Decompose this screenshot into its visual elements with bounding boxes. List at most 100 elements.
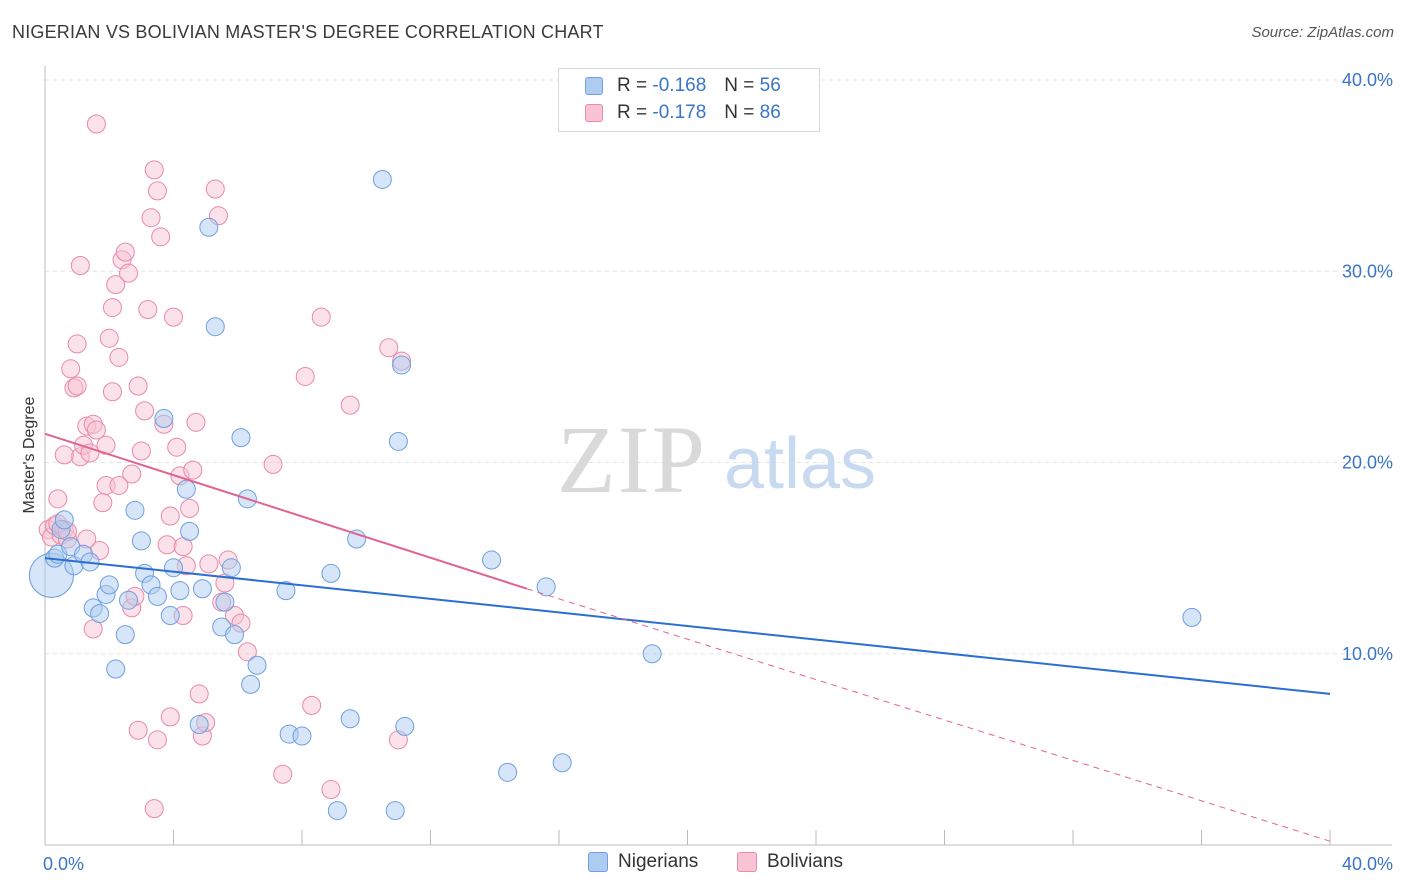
data-point-bolivian	[273, 764, 293, 784]
bottom-legend-nigerians[interactable]: Nigerians	[588, 851, 698, 873]
data-point-bolivian	[141, 208, 161, 228]
legend-r-value-nigerians: -0.168	[652, 75, 707, 96]
data-point-nigerian	[125, 500, 145, 520]
data-point-nigerian	[327, 801, 347, 821]
data-point-nigerian	[205, 317, 225, 337]
data-point-nigerian	[225, 625, 245, 645]
data-point-bolivian	[164, 307, 183, 327]
data-point-bolivian	[144, 799, 164, 819]
data-point-bolivian	[119, 263, 139, 283]
data-point-bolivian	[93, 493, 113, 513]
data-point-bolivian	[167, 437, 187, 457]
bottom-legend-swatch-nigerians	[588, 852, 608, 872]
correlation-legend: R = -0.168 N = 56 R = -0.178 N = 86	[558, 68, 820, 132]
data-point-bolivian	[61, 359, 81, 379]
data-point-nigerian	[321, 563, 341, 583]
trend-lines	[44, 432, 1331, 842]
source-credit: Source: ZipAtlas.com	[1251, 24, 1394, 41]
watermark: ZIP atlas	[557, 406, 876, 513]
data-point-nigerian	[106, 659, 126, 679]
data-point-bolivian	[128, 720, 148, 740]
data-point-bolivian	[189, 684, 209, 704]
watermark-atlas: atlas	[724, 424, 876, 504]
data-point-nigerian	[199, 217, 219, 237]
data-point-bolivian	[67, 376, 87, 396]
data-point-bolivian	[102, 382, 122, 402]
data-point-nigerian	[385, 801, 405, 821]
data-point-nigerian	[170, 581, 190, 601]
bottom-legend-bolivians[interactable]: Bolivians	[737, 851, 843, 873]
data-point-bolivian	[67, 334, 87, 354]
data-point-bolivian	[86, 420, 106, 440]
data-point-bolivian	[340, 395, 360, 415]
data-point-nigerian	[388, 431, 408, 451]
y-tick-labels: 10.0% 20.0% 30.0% 40.0%	[1342, 70, 1393, 664]
legend-n-label: N =	[724, 75, 755, 96]
axes	[44, 66, 1392, 846]
trend-line-bolivians	[44, 432, 528, 590]
data-point-bolivian	[186, 412, 206, 432]
data-point-bolivian	[157, 535, 177, 555]
data-point-nigerian	[147, 586, 167, 606]
data-point-bolivian	[144, 160, 164, 180]
gridlines	[45, 79, 1392, 655]
x-tick-label-max: 40.0%	[1342, 854, 1393, 874]
y-tick-label: 20.0%	[1342, 453, 1393, 473]
data-point-nigerian	[552, 753, 572, 773]
data-point-nigerian	[1182, 607, 1202, 627]
data-point-bolivian	[109, 475, 129, 495]
legend-n-value-bolivians: 86	[759, 102, 781, 123]
points-nigerians	[28, 169, 1202, 821]
data-point-bolivian	[86, 114, 106, 134]
data-point-bolivian	[80, 443, 100, 463]
x-tick-label-min: 0.0%	[43, 854, 84, 874]
data-point-bolivian	[106, 275, 126, 295]
data-point-nigerian	[395, 716, 415, 736]
legend-swatch-nigerians	[585, 77, 603, 95]
data-point-nigerian	[164, 558, 183, 578]
data-point-bolivian	[183, 460, 203, 480]
data-point-nigerian	[392, 355, 412, 375]
data-point-bolivian	[295, 366, 315, 386]
data-point-nigerian	[231, 428, 251, 448]
data-point-nigerian	[99, 575, 119, 595]
data-point-nigerian	[221, 558, 241, 578]
trend-line-bolivians-extension	[526, 588, 1331, 842]
data-point-bolivian	[48, 489, 68, 509]
data-point-nigerian	[247, 655, 267, 675]
trend-line-nigerians	[44, 557, 1331, 695]
data-point-nigerian	[115, 625, 135, 645]
data-point-bolivian	[311, 307, 331, 327]
y-tick-label: 40.0%	[1342, 70, 1393, 90]
bottom-legend-label-bolivians: Bolivians	[767, 851, 844, 872]
bottom-legend-swatch-bolivians	[737, 852, 757, 872]
data-point-bolivian	[115, 242, 135, 262]
data-point-bolivian	[147, 181, 167, 201]
data-point-nigerian	[340, 709, 360, 729]
data-point-nigerian	[482, 550, 502, 570]
data-point-nigerian	[241, 674, 261, 694]
chart-title: NIGERIAN VS BOLIVIAN MASTER'S DEGREE COR…	[12, 22, 604, 42]
legend-n-value-nigerians: 56	[759, 75, 781, 96]
data-point-nigerian	[292, 726, 312, 746]
y-tick-label: 10.0%	[1342, 644, 1393, 664]
data-point-bolivian	[70, 256, 90, 276]
data-point-bolivian	[263, 454, 283, 474]
legend-r-label: R =	[617, 75, 648, 96]
data-point-nigerian	[180, 521, 200, 541]
data-point-nigerian	[215, 592, 235, 612]
data-point-bolivian	[77, 529, 97, 549]
legend-r-label: R =	[617, 102, 648, 123]
y-tick-label: 30.0%	[1342, 261, 1393, 281]
data-point-bolivian	[131, 441, 151, 461]
data-point-bolivian	[160, 707, 180, 727]
data-point-nigerian	[54, 510, 74, 530]
data-point-nigerian	[276, 581, 296, 601]
legend-row-nigerians: R = -0.168 N = 56	[585, 73, 781, 99]
data-point-bolivian	[109, 347, 129, 367]
data-point-bolivian	[102, 298, 122, 318]
data-point-bolivian	[99, 328, 119, 348]
data-point-bolivian	[199, 554, 219, 574]
data-point-bolivian	[379, 338, 399, 358]
